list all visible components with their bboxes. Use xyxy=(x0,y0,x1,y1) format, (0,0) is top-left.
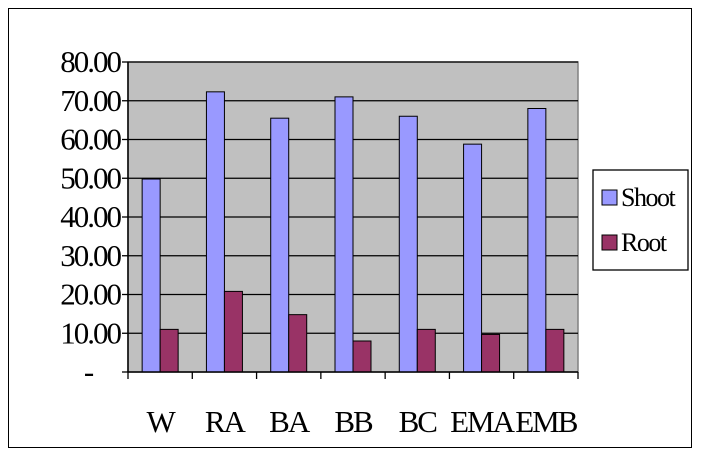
legend-swatch-root xyxy=(601,234,618,251)
y-tick-label-4: 40.00 xyxy=(60,199,121,234)
bar-root-ra xyxy=(223,290,243,373)
y-tick-label-0: - xyxy=(84,354,94,389)
bar-shoot-ba xyxy=(270,117,290,373)
y-tick-label-8: 80.00 xyxy=(60,44,121,79)
y-tick-label-6: 60.00 xyxy=(60,122,121,157)
bar-root-ema xyxy=(481,333,501,373)
x-tick-label-bc: BC xyxy=(399,404,437,439)
y-tick-label-3: 30.00 xyxy=(60,238,121,273)
y-tick-label-1: 10.00 xyxy=(60,315,121,350)
x-tick-label-ema: EMA xyxy=(450,404,516,439)
legend-swatch-shoot xyxy=(601,189,618,206)
bars xyxy=(141,91,565,373)
x-tick-label-ra: RA xyxy=(205,404,247,439)
y-tick-label-7: 70.00 xyxy=(60,83,121,118)
bar-shoot-ema xyxy=(463,143,483,373)
y-tick-label-2: 20.00 xyxy=(60,277,121,312)
legend: Shoot Root xyxy=(592,169,689,271)
x-tick-label-emb: EMB xyxy=(515,404,578,439)
bar-shoot-bc xyxy=(398,115,418,373)
axes xyxy=(122,61,579,379)
x-tick-labels: W RA BA BB BC EMA EMB xyxy=(147,404,580,439)
x-tick-label-bb: BB xyxy=(334,404,373,439)
bar-root-bc xyxy=(416,328,436,373)
bar-root-bb xyxy=(352,340,372,373)
bar-root-w xyxy=(159,328,179,373)
x-tick-label-ba: BA xyxy=(269,404,311,439)
bar-shoot-ra xyxy=(205,91,225,373)
bar-root-emb xyxy=(545,328,565,373)
bar-root-ba xyxy=(288,314,308,373)
x-tick-label-w: W xyxy=(147,404,177,439)
legend-box xyxy=(592,169,689,271)
bar-shoot-bb xyxy=(334,96,354,373)
y-tick-label-5: 50.00 xyxy=(60,160,121,195)
legend-label-root: Root xyxy=(621,228,668,257)
bar-shoot-emb xyxy=(527,108,547,373)
bar-shoot-w xyxy=(141,178,161,373)
legend-label-shoot: Shoot xyxy=(621,183,676,212)
